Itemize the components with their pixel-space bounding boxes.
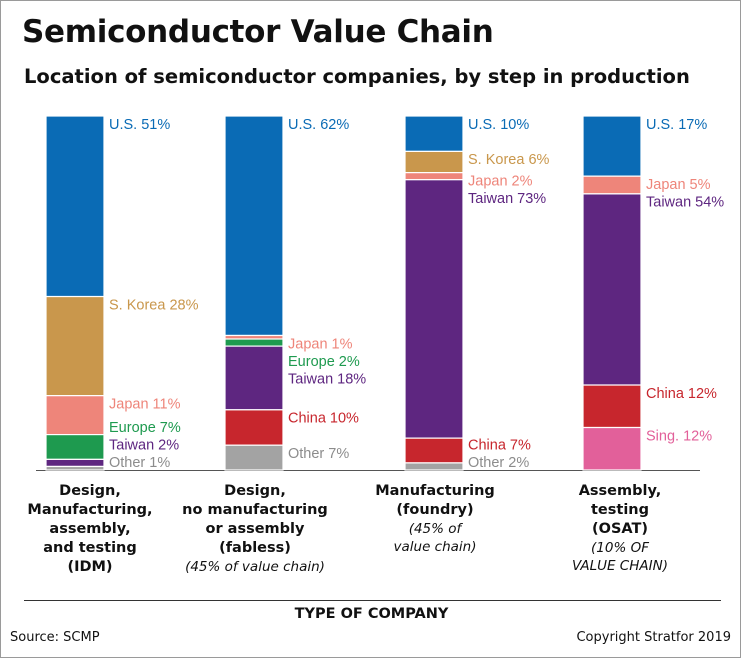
- copyright-note: Copyright Stratfor 2019: [576, 630, 731, 645]
- bar-segment-taiwan: [404, 179, 464, 439]
- stacked-bar-chart: U.S. 51%S. Korea 28%Japan 11%Europe 7%Ta…: [36, 115, 724, 471]
- category-label: Design, no manufacturing or assembly (fable…: [165, 482, 345, 576]
- data-label: U.S. 62%: [288, 117, 349, 133]
- data-label: Other 7%: [288, 446, 349, 462]
- data-label: China 10%: [288, 411, 359, 427]
- bar-segment-u-s: [224, 115, 284, 337]
- bar-segment-sing: [582, 426, 642, 471]
- category-label-line: Design,: [224, 483, 286, 499]
- category-note-line: value chain): [393, 539, 477, 555]
- chart-subtitle: Location of semiconductor companies, by …: [24, 65, 690, 88]
- category-label-line: (fabless): [219, 540, 291, 556]
- source-note: Source: SCMP: [10, 630, 100, 645]
- data-label: Taiwan 54%: [646, 195, 724, 211]
- bar-segment-china: [224, 409, 284, 446]
- data-label: S. Korea 6%: [468, 152, 550, 168]
- data-label: S. Korea 28%: [109, 297, 199, 313]
- category-label-line: Design,: [59, 483, 121, 499]
- bar-segment-japan: [45, 395, 105, 436]
- data-label: Other 2%: [468, 455, 529, 471]
- bar-segment-china: [582, 384, 642, 429]
- data-label: U.S. 17%: [646, 117, 707, 133]
- data-label: Europe 7%: [109, 420, 181, 436]
- category-label: Assembly, testing (OSAT) (10% OF VALUE CHAIN…: [530, 482, 710, 575]
- bar-segment-china: [404, 437, 464, 464]
- axis-title-rule: [24, 600, 721, 601]
- category-label: Design, Manufacturing, assembly, and testin…: [0, 482, 180, 577]
- bar-segment-s-korea: [404, 150, 464, 174]
- data-label: Taiwan 2%: [109, 437, 179, 453]
- x-axis-label: TYPE OF COMPANY: [294, 606, 449, 622]
- bar-segment-other: [404, 462, 464, 471]
- data-label: U.S. 51%: [109, 117, 170, 133]
- data-label: Japan 1%: [288, 336, 353, 352]
- data-label: Europe 2%: [288, 354, 360, 370]
- data-label: Japan 2%: [468, 173, 533, 189]
- category-label-line: Manufacturing: [375, 483, 495, 499]
- category-label-line: no manufacturing: [182, 502, 328, 518]
- bar-segment-taiwan: [582, 193, 642, 386]
- category-label-line: and testing: [43, 540, 137, 556]
- bar-segment-other: [45, 465, 105, 471]
- category-label-line: Assembly,: [578, 483, 662, 499]
- data-label: China 12%: [646, 386, 717, 402]
- data-label: Other 1%: [109, 455, 170, 471]
- category-label-line: Manufacturing,: [27, 502, 153, 518]
- data-label: U.S. 10%: [468, 117, 529, 133]
- bar-segment-other: [224, 444, 284, 471]
- category-label-line: or assembly: [205, 521, 305, 537]
- bar-segment-europe: [45, 434, 105, 460]
- bar-segment-s-korea: [45, 295, 105, 397]
- category-label-line: testing: [591, 502, 649, 518]
- category-note-line: (45% of value chain): [185, 559, 325, 575]
- bar-segment-u-s: [404, 115, 464, 153]
- data-label: Sing. 12%: [646, 428, 712, 444]
- data-label: Taiwan 73%: [468, 191, 546, 207]
- category-label-line: (IDM): [67, 559, 113, 575]
- category-note-line: VALUE CHAIN): [572, 558, 668, 574]
- bar-segment-taiwan: [224, 345, 284, 411]
- bar-segment-europe: [224, 338, 284, 347]
- data-label: Taiwan 18%: [288, 371, 366, 387]
- data-label: Japan 5%: [646, 177, 711, 193]
- category-label: Manufacturing (foundry) (45% of value chain…: [345, 482, 525, 556]
- bar-segment-u-s: [582, 115, 642, 177]
- category-label-line: assembly,: [49, 521, 131, 537]
- category-label-line: (foundry): [396, 502, 474, 518]
- bar-segment-japan: [582, 175, 642, 195]
- bar-segment-japan: [404, 172, 464, 181]
- data-label: China 7%: [468, 437, 531, 453]
- category-note-line: (45% of: [408, 521, 462, 537]
- chart-title: Semiconductor Value Chain: [22, 14, 494, 50]
- bar-segment-taiwan: [45, 458, 105, 468]
- bar-segment-u-s: [45, 115, 105, 298]
- category-label-line: (OSAT): [591, 521, 648, 537]
- data-label: Japan 11%: [109, 397, 181, 413]
- category-note-line: (10% OF: [591, 540, 649, 556]
